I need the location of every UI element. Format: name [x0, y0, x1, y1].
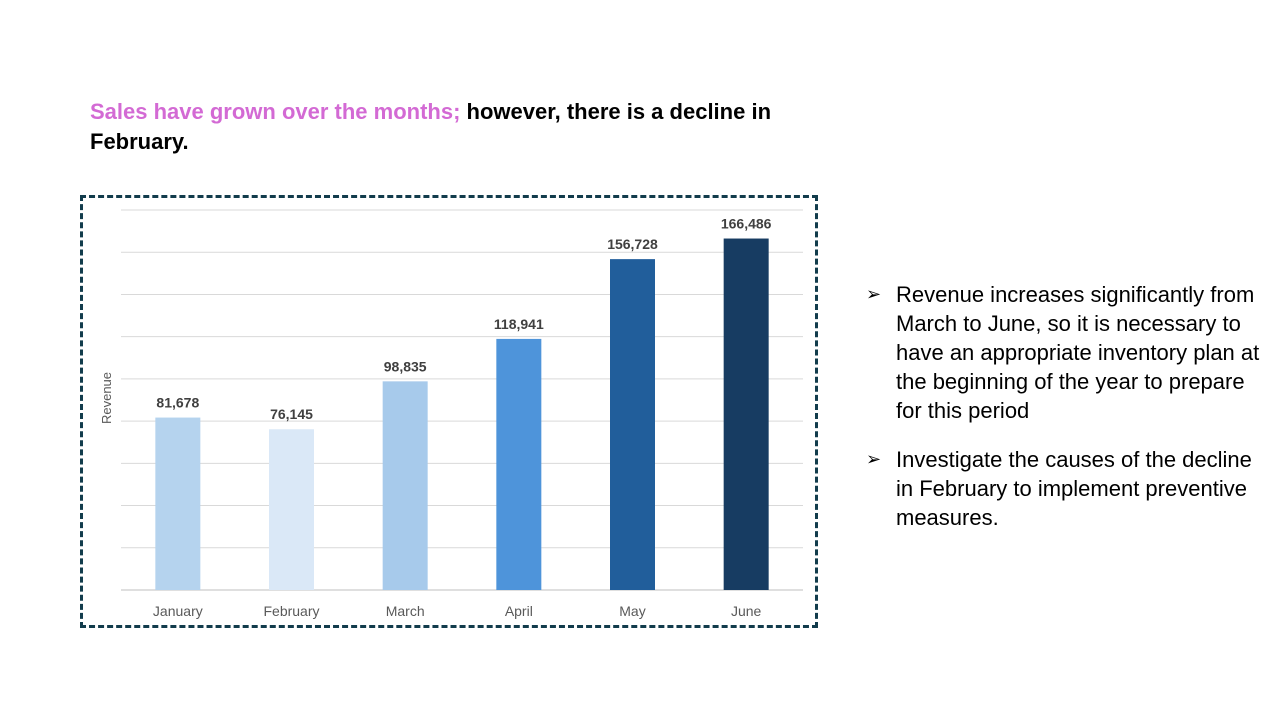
arrow-bullet-icon: ➢ [866, 449, 882, 470]
data-label-may: 156,728 [607, 236, 658, 252]
data-label-march: 98,835 [384, 358, 427, 374]
grid-lines [121, 209, 803, 591]
x-tick-march: March [386, 603, 425, 619]
bar-january [155, 417, 201, 590]
slide-title: Sales have grown over the months; howeve… [90, 97, 830, 157]
bar-february [269, 429, 314, 590]
bar-march [382, 381, 428, 590]
title-rest: however, there is a decline in February. [90, 99, 772, 154]
data-label-april: 118,941 [494, 316, 544, 332]
bullet-text: Revenue increases significantly from Mar… [896, 282, 1260, 423]
arrow-bullet-icon: ➢ [866, 284, 882, 305]
chart-frame: 81,678 76,145 98,835 118,941 156,728 166,486 … [80, 195, 818, 628]
x-tick-june: June [731, 603, 762, 619]
x-tick-january: January [153, 603, 203, 619]
bar-april [496, 338, 542, 590]
x-tick-labels: January February March April May June [153, 603, 762, 619]
data-label-january: 81,678 [156, 395, 199, 411]
title-highlight: Sales have grown over the months; [90, 99, 461, 124]
data-label-february: 76,145 [270, 406, 313, 422]
revenue-bar-chart: 81,67876,14598,835118,941156,728166,486 … [99, 209, 803, 619]
bullet-item: ➢ Investigate the causes of the decline … [866, 445, 1266, 532]
bullet-item: ➢ Revenue increases significantly from M… [866, 280, 1266, 425]
x-tick-may: May [619, 603, 645, 619]
data-label-june: 166,486 [721, 216, 772, 232]
bar-may [610, 259, 655, 590]
y-axis-label: Revenue [99, 372, 114, 424]
insight-bullets: ➢ Revenue increases significantly from M… [866, 280, 1266, 552]
data-labels: 81,678 76,145 98,835 118,941 156,728 166,486 [156, 216, 771, 423]
bullet-text: Investigate the causes of the decline in… [896, 447, 1252, 530]
bars [155, 238, 769, 591]
bar-june [723, 238, 769, 591]
x-tick-april: April [505, 603, 533, 619]
x-tick-february: February [263, 603, 319, 619]
